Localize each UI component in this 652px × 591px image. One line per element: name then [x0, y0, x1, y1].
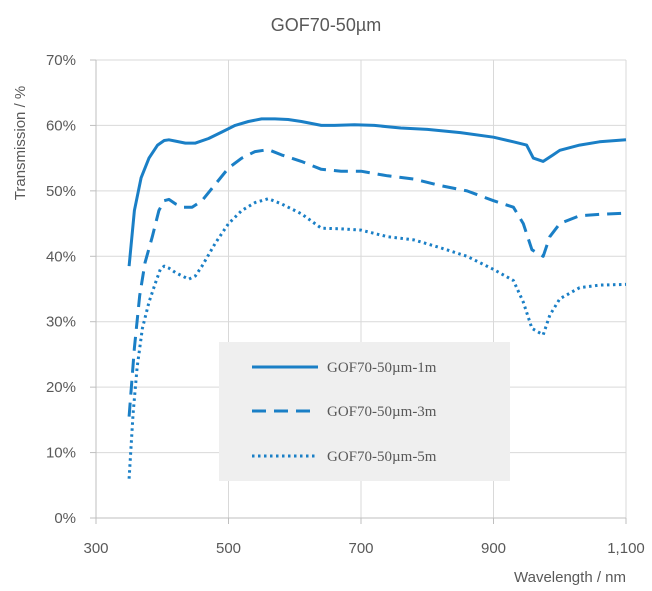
legend-items: GOF70-50µm-1m GOF70-50µm-3m GOF70-50µm-5m [252, 360, 437, 465]
series-1 [127, 117, 627, 267]
legend-background [219, 342, 510, 481]
x-axis-title: Wavelength / nm [514, 569, 626, 586]
chart-title: GOF70-50µm [271, 15, 381, 35]
legend-label: GOF70-50µm-1m [327, 360, 437, 376]
y-axis-title: Transmission / % [12, 86, 29, 200]
y-tick-label: 60% [46, 117, 76, 134]
y-tick-label: 50% [46, 183, 76, 200]
x-tick-label: 500 [216, 540, 241, 557]
series-layer [127, 117, 627, 479]
x-tick-label: 1,100 [607, 540, 645, 557]
axis-layer: 0% 10% 20% 30% 40% 50% 60% 70% 300 500 700 900 1,100 [46, 52, 645, 557]
series-2 [127, 148, 627, 417]
y-tick-label: 40% [46, 248, 76, 265]
y-tick-label: 10% [46, 445, 76, 462]
legend-label: GOF70-50µm-5m [327, 449, 437, 465]
legend: GOF70-50µm-1m GOF70-50µm-3m GOF70-50µm-5m [219, 342, 510, 481]
series-line [127, 148, 627, 417]
y-tick-label: 20% [46, 379, 76, 396]
legend-label: GOF70-50µm-3m [327, 404, 437, 420]
y-tick-label: 70% [46, 52, 76, 69]
x-tick-label: 700 [348, 540, 373, 557]
y-tick-label: 0% [54, 510, 76, 527]
x-tick-label: 300 [83, 540, 108, 557]
y-tick-label: 30% [46, 314, 76, 331]
series-line [127, 117, 627, 267]
x-tick-label: 900 [481, 540, 506, 557]
